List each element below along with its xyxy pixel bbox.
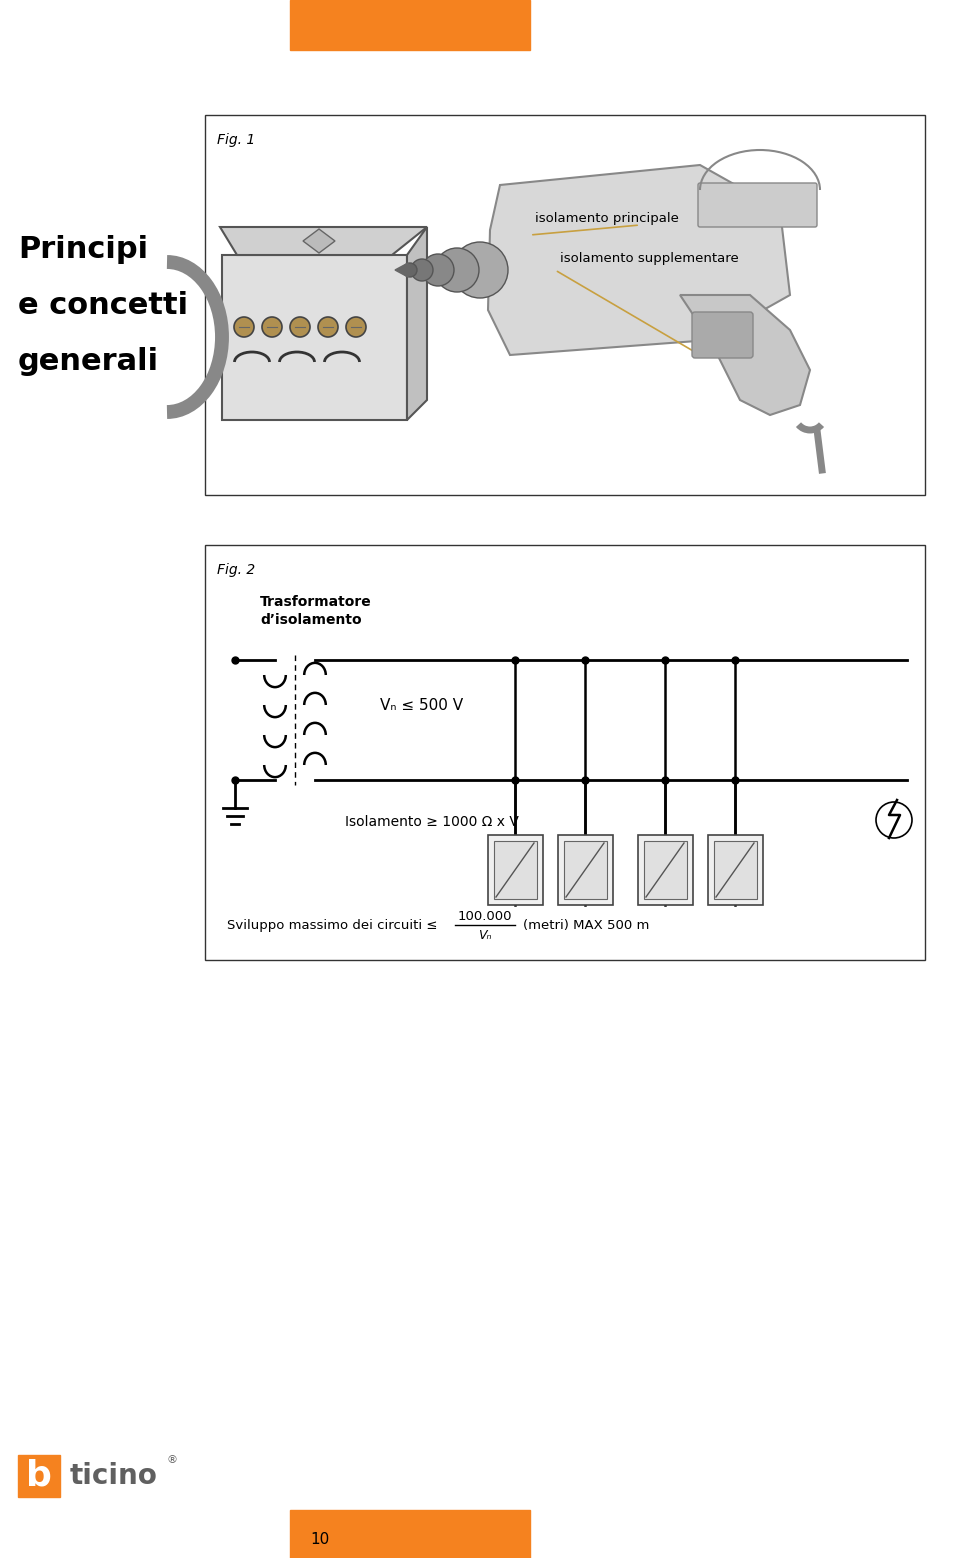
Text: isolamento supplementare: isolamento supplementare [560, 252, 739, 265]
Bar [714, 841, 757, 899]
Text: (metri) MAX 500 m: (metri) MAX 500 m [523, 919, 649, 932]
Text: 100.000: 100.000 [458, 910, 513, 922]
Circle shape [435, 248, 479, 291]
Bar [222, 256, 407, 421]
Text: ticino: ticino [70, 1461, 157, 1489]
Polygon shape [488, 165, 790, 355]
Text: Trasformatore: Trasformatore [260, 595, 372, 609]
Text: Sviluppo massimo dei circuiti ≤: Sviluppo massimo dei circuiti ≤ [227, 919, 438, 932]
Text: 10: 10 [310, 1533, 329, 1547]
Polygon shape [395, 263, 408, 277]
Circle shape [452, 241, 508, 298]
Circle shape [422, 254, 454, 287]
Circle shape [290, 316, 310, 337]
Text: Fig. 1: Fig. 1 [217, 132, 255, 146]
Bar [18, 1455, 60, 1497]
Bar [644, 841, 687, 899]
Text: b: b [26, 1458, 52, 1493]
Text: Vₙ: Vₙ [478, 929, 492, 941]
Circle shape [318, 316, 338, 337]
Bar [708, 835, 763, 905]
Text: isolamento principale: isolamento principale [535, 212, 679, 224]
Circle shape [234, 316, 254, 337]
Text: e concetti: e concetti [18, 291, 188, 319]
Text: Isolamento ≥ 1000 Ω x V: Isolamento ≥ 1000 Ω x V [345, 815, 518, 829]
Bar [558, 835, 613, 905]
Bar [564, 841, 607, 899]
Circle shape [346, 316, 366, 337]
Text: ®: ® [166, 1455, 177, 1465]
Bar [205, 545, 925, 960]
Bar [494, 841, 537, 899]
Bar [290, 1510, 530, 1558]
Text: Principi: Principi [18, 235, 148, 263]
Polygon shape [303, 229, 335, 252]
Bar [290, 0, 530, 50]
Text: Fig. 2: Fig. 2 [217, 562, 255, 576]
Polygon shape [220, 227, 427, 256]
Polygon shape [680, 294, 810, 414]
Text: generali: generali [18, 347, 159, 375]
FancyBboxPatch shape [692, 312, 753, 358]
Circle shape [262, 316, 282, 337]
Circle shape [403, 263, 417, 277]
Bar [205, 115, 925, 495]
Text: d’isolamento: d’isolamento [260, 612, 362, 626]
Bar [638, 835, 693, 905]
Text: Vₙ ≤ 500 V: Vₙ ≤ 500 V [380, 698, 463, 712]
Polygon shape [407, 227, 427, 421]
FancyBboxPatch shape [698, 182, 817, 227]
Bar [488, 835, 543, 905]
Circle shape [411, 259, 433, 280]
